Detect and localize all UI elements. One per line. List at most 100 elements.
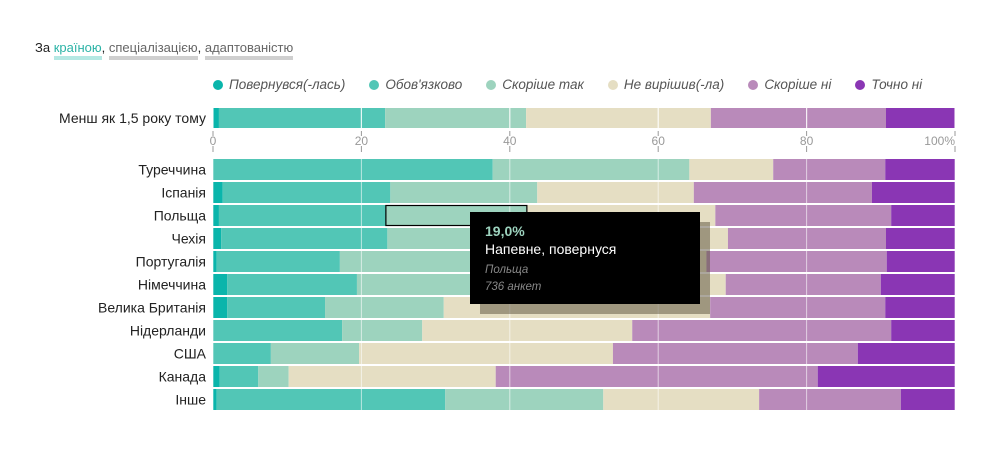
x-tick-label: 80 bbox=[800, 134, 814, 148]
bar-segment[interactable] bbox=[258, 366, 289, 387]
legend-item[interactable]: Не вирішив(-ла) bbox=[607, 77, 725, 92]
x-tick-label: 0 bbox=[210, 134, 217, 148]
legend-label: Точно ні bbox=[871, 77, 923, 92]
row-label: Туреччина bbox=[138, 162, 206, 178]
bar-segment[interactable] bbox=[710, 108, 886, 128]
bar-segment[interactable] bbox=[900, 389, 955, 410]
bar-segment[interactable] bbox=[218, 108, 386, 128]
bar-segment[interactable] bbox=[219, 366, 259, 387]
row-label: Португалія bbox=[136, 254, 206, 270]
bar-segment[interactable] bbox=[725, 274, 881, 295]
bar-segment[interactable] bbox=[885, 108, 955, 128]
bar-segment[interactable] bbox=[857, 343, 955, 364]
bar-segment[interactable] bbox=[495, 366, 818, 387]
bar-segment[interactable] bbox=[213, 366, 220, 387]
filter-bar: За країною, спеціалізацією, адаптованіст… bbox=[35, 40, 294, 60]
bar-segment[interactable] bbox=[693, 182, 872, 203]
bar-segment[interactable] bbox=[213, 343, 271, 364]
legend-item[interactable]: Точно ні bbox=[855, 77, 922, 92]
row-label: Іспанія bbox=[161, 185, 206, 201]
bar-segment[interactable] bbox=[526, 108, 711, 128]
x-tick-label: 40 bbox=[503, 134, 517, 148]
bar-segment[interactable] bbox=[603, 389, 760, 410]
bar-segment[interactable] bbox=[715, 205, 892, 226]
legend-item[interactable]: Скоріше ні bbox=[748, 77, 831, 92]
bar-segment[interactable] bbox=[213, 205, 219, 226]
filter-specialization[interactable]: спеціалізацією bbox=[108, 40, 198, 60]
bar-segment[interactable] bbox=[492, 159, 690, 180]
bar-segment[interactable] bbox=[759, 389, 901, 410]
bar-segment[interactable] bbox=[339, 251, 510, 272]
tooltip-label: Напевне, повернуся bbox=[485, 241, 617, 257]
bar-segment[interactable] bbox=[817, 366, 955, 387]
legend-dot-icon bbox=[486, 79, 497, 90]
bar-segment[interactable] bbox=[390, 182, 538, 203]
bar-segment[interactable] bbox=[270, 343, 360, 364]
legend-label: Не вирішив(-ла) bbox=[623, 77, 725, 92]
bar-segment[interactable] bbox=[218, 205, 386, 226]
bar-segment[interactable] bbox=[342, 320, 423, 341]
legend-label: Обов'язково bbox=[385, 77, 463, 92]
bar-segment[interactable] bbox=[213, 228, 222, 249]
bar-segment[interactable] bbox=[213, 251, 217, 272]
bar-segment[interactable] bbox=[689, 159, 774, 180]
bar-segment[interactable] bbox=[891, 205, 955, 226]
legend-item[interactable]: Скоріше так bbox=[486, 77, 584, 92]
bar-segment[interactable] bbox=[213, 297, 228, 318]
separator: , bbox=[197, 40, 202, 55]
bar-segment[interactable] bbox=[213, 389, 217, 410]
bar-segment[interactable] bbox=[222, 182, 391, 203]
bar-segment[interactable] bbox=[632, 320, 892, 341]
tooltip: 19,0% Напевне, повернуся Польща 736 анке… bbox=[470, 212, 700, 304]
bar-segment[interactable] bbox=[612, 343, 858, 364]
legend-item[interactable]: Повернувся(-лась) bbox=[213, 77, 345, 92]
bar-segment[interactable] bbox=[216, 251, 340, 272]
legend-dot-icon bbox=[369, 79, 380, 90]
bar-segment[interactable] bbox=[885, 159, 955, 180]
x-tick-label: 100% bbox=[924, 134, 955, 148]
bar-segment[interactable] bbox=[213, 182, 223, 203]
legend-dot-icon bbox=[607, 79, 618, 90]
tooltip-value: 19,0% bbox=[485, 223, 525, 239]
bar-segment[interactable] bbox=[227, 297, 326, 318]
bar-segment[interactable] bbox=[891, 320, 955, 341]
bar-segment[interactable] bbox=[325, 297, 444, 318]
x-tick-label: 60 bbox=[652, 134, 666, 148]
bar-segment[interactable] bbox=[213, 320, 343, 341]
bar-segment[interactable] bbox=[886, 251, 955, 272]
bar-segment[interactable] bbox=[213, 108, 219, 128]
row-label: Інше bbox=[175, 392, 206, 408]
separator: , bbox=[101, 40, 106, 55]
bar-segment[interactable] bbox=[216, 389, 446, 410]
bar-segment[interactable] bbox=[706, 251, 887, 272]
row-label: Велика Британія bbox=[98, 300, 206, 316]
bar-segment[interactable] bbox=[221, 228, 388, 249]
filter-adaptation[interactable]: адаптованістю bbox=[204, 40, 294, 60]
bar-segment[interactable] bbox=[871, 182, 955, 203]
bar-segment[interactable] bbox=[885, 297, 955, 318]
legend-dot-icon bbox=[748, 79, 759, 90]
bar-segment[interactable] bbox=[710, 297, 886, 318]
bar-segment[interactable] bbox=[773, 159, 886, 180]
legend-item[interactable]: Обов'язково bbox=[369, 77, 462, 92]
bar-segment[interactable] bbox=[385, 108, 527, 128]
row-label: Канада bbox=[159, 369, 207, 385]
row-label: Нідерланди bbox=[130, 323, 206, 339]
bar-segment[interactable] bbox=[227, 274, 357, 295]
bar-segment[interactable] bbox=[422, 320, 633, 341]
x-tick-label: 20 bbox=[355, 134, 369, 148]
row-label: Чехія bbox=[171, 231, 206, 247]
bar-segment[interactable] bbox=[288, 366, 496, 387]
bar-segment[interactable] bbox=[537, 182, 694, 203]
bar-segment[interactable] bbox=[445, 389, 604, 410]
bar-segment[interactable] bbox=[880, 274, 955, 295]
bar-segment[interactable] bbox=[213, 274, 228, 295]
bar-segment[interactable] bbox=[213, 159, 493, 180]
bar-segment[interactable] bbox=[885, 228, 955, 249]
legend-label: Скоріше ні bbox=[764, 77, 832, 92]
bar-segment[interactable] bbox=[359, 343, 613, 364]
row-label: Польща bbox=[154, 208, 207, 224]
legend-label: Скоріше так bbox=[502, 77, 584, 92]
filter-country[interactable]: країною bbox=[53, 40, 102, 60]
